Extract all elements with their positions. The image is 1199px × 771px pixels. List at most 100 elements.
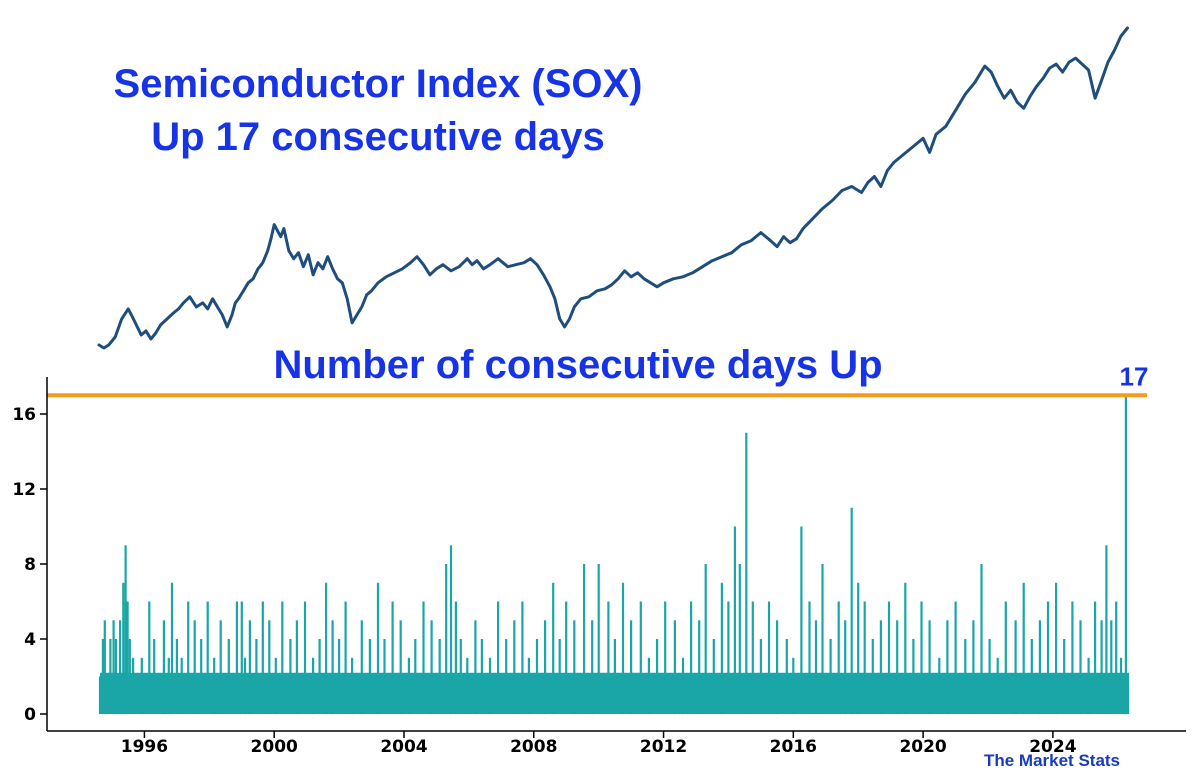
bar (792, 657, 795, 715)
bar (248, 620, 251, 715)
x-tick-label: 2008 (510, 737, 557, 757)
bar (170, 582, 174, 715)
bar (497, 601, 500, 714)
bar (430, 620, 433, 715)
bar (255, 639, 258, 714)
bar (351, 657, 354, 715)
bar (454, 601, 457, 714)
bar (338, 639, 341, 714)
y-tick-label: 16 (12, 405, 36, 425)
y-tick-label: 8 (24, 555, 36, 575)
x-tick-label: 1996 (121, 737, 168, 757)
bar (521, 601, 524, 714)
bar (399, 620, 402, 715)
bar (800, 526, 803, 714)
bar (122, 582, 125, 715)
bar (1022, 582, 1025, 715)
bar (988, 639, 991, 714)
bar (751, 601, 754, 714)
bar (712, 639, 715, 714)
bar (871, 639, 874, 714)
bar (727, 601, 730, 714)
bar (954, 601, 957, 714)
y-axis-ticks: 0 4 8 12 16 (12, 405, 47, 725)
bar (344, 601, 347, 714)
bar (613, 639, 616, 714)
bar (972, 620, 975, 715)
bar (474, 620, 477, 715)
x-tick-label: 2016 (770, 737, 817, 757)
x-tick-label: 2012 (640, 737, 687, 757)
bar (1014, 620, 1017, 715)
bar (376, 582, 380, 715)
bar (175, 639, 178, 714)
bar (331, 620, 334, 715)
bar (240, 601, 243, 714)
x-tick-label: 2004 (380, 737, 427, 757)
x-tick-label: 2024 (1029, 737, 1076, 757)
bar (639, 601, 642, 714)
bar (535, 639, 539, 714)
bar (964, 639, 967, 714)
bar (673, 620, 676, 715)
x-axis-ticks: 1996 2000 2004 2008 2012 2016 2020 2024 (121, 731, 1077, 757)
bar (565, 601, 568, 714)
bar (946, 620, 949, 715)
bar (904, 582, 907, 715)
bar (776, 620, 779, 715)
x-tick-label: 2020 (899, 737, 946, 757)
bar (459, 639, 462, 714)
bar (98, 676, 102, 714)
bar (414, 639, 417, 714)
bar (647, 657, 650, 715)
bar (227, 639, 230, 714)
sox-title-line-2: Up 17 consecutive days (151, 115, 605, 159)
bar (505, 639, 508, 714)
threshold-label: 17 (1120, 361, 1149, 391)
bar (630, 620, 633, 715)
bar (1038, 620, 1041, 715)
bar (295, 620, 298, 715)
consecutive-days-bars (98, 395, 1130, 715)
bar (360, 620, 363, 715)
bar (235, 601, 238, 714)
bar (101, 639, 104, 714)
sox-title-line-1: Semiconductor Index (SOX) (114, 62, 643, 106)
bar (1119, 657, 1123, 715)
bar (206, 601, 209, 714)
bar (103, 620, 106, 715)
y-tick-label: 4 (24, 630, 36, 650)
bar (200, 639, 203, 714)
y-tick-label: 12 (12, 480, 36, 500)
bar (124, 545, 127, 715)
bar (814, 620, 818, 715)
bar (745, 432, 748, 715)
bar (383, 639, 386, 714)
bar (162, 620, 165, 715)
bar (656, 639, 659, 714)
bar (821, 564, 824, 714)
bar (213, 657, 216, 715)
bar (438, 639, 441, 714)
bar (148, 601, 151, 714)
bar (422, 601, 425, 714)
bar (887, 601, 891, 714)
bar (261, 601, 264, 714)
bar (140, 657, 143, 715)
bar (1055, 582, 1058, 715)
bar (1071, 601, 1074, 714)
bar (243, 657, 247, 715)
bar (738, 564, 741, 714)
bar (844, 620, 847, 715)
bar (920, 601, 923, 714)
bar (167, 657, 170, 715)
bar (126, 601, 129, 714)
bar (938, 657, 941, 715)
bar (896, 620, 899, 715)
bar (1030, 639, 1033, 714)
bar (1105, 545, 1108, 715)
bar (136, 676, 139, 714)
bar (558, 639, 561, 714)
watermark-text: The Market Stats (984, 751, 1120, 770)
